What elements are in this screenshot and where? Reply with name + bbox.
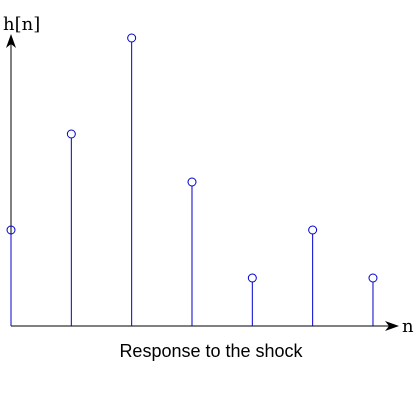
stem-marker-5	[308, 225, 318, 235]
stem-marker-3	[187, 177, 197, 187]
x-axis-arrow	[385, 321, 399, 331]
stem-marker-4	[247, 273, 257, 283]
y-axis-label: h[n]	[3, 14, 40, 35]
stem-marker-6	[368, 273, 378, 283]
y-axis-arrow	[6, 34, 16, 48]
stem-marker-0	[6, 225, 16, 235]
x-axis-label: n	[402, 316, 414, 337]
chart-title: Response to the shock	[119, 341, 303, 361]
stem-series	[6, 33, 378, 326]
stem-marker-2	[127, 33, 137, 43]
stem-marker-1	[66, 129, 76, 139]
